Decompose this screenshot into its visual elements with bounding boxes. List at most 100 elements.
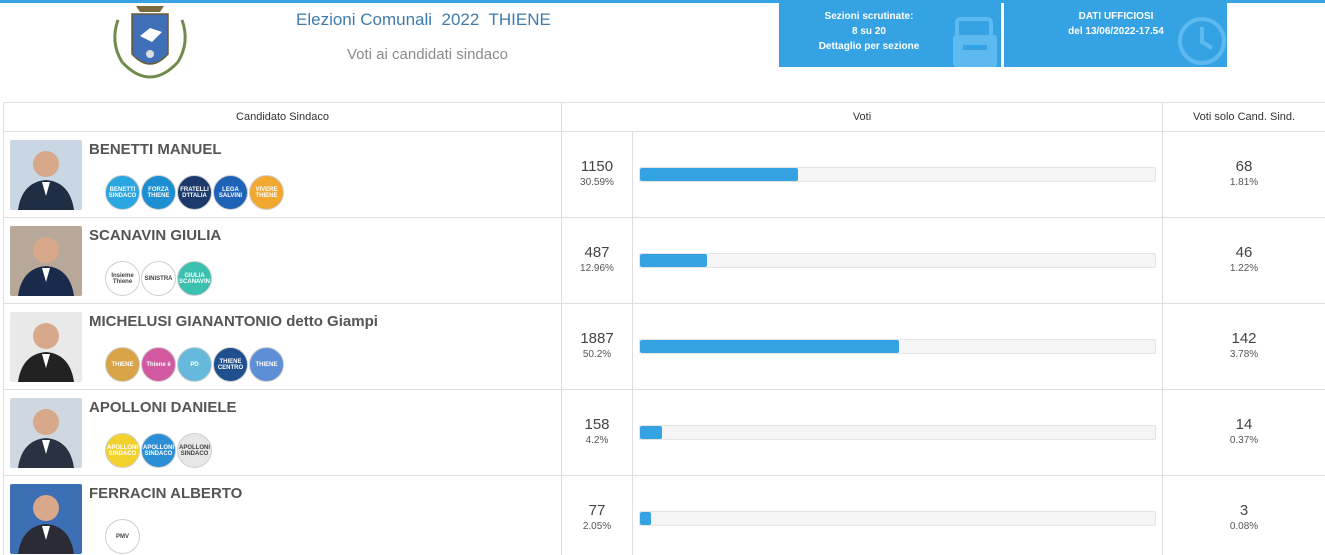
solo-votes-percent: 3.78%	[1229, 349, 1259, 360]
party-logos: THIENE Thiene è PD THIENE CENTRO THIENE	[105, 347, 284, 382]
solo-votes-count: 142	[1231, 330, 1257, 347]
candidate-name[interactable]: APOLLONI DANIELE	[89, 399, 237, 416]
party-logo-icon: FORZA THIENE	[141, 175, 176, 210]
dati-label: DATI UFFICIOSI	[1078, 11, 1154, 22]
dati-ufficiosi-box: DATI UFFICIOSI del 13/06/2022-17.54	[1004, 3, 1227, 67]
table-header-row: Candidato Sindaco Voti Voti solo Cand. S…	[3, 102, 1325, 132]
sezioni-value: 8 su 20	[852, 26, 886, 37]
votes-count: 1887	[580, 330, 614, 347]
solo-votes-percent: 1.22%	[1229, 263, 1259, 274]
votes-count: 77	[588, 502, 606, 519]
solo-votes-count: 46	[1235, 244, 1253, 261]
votes-count: 158	[584, 416, 610, 433]
solo-votes-percent: 0.08%	[1229, 521, 1259, 532]
header-voti: Voti	[560, 102, 1164, 132]
votes-progress-bar	[639, 511, 1156, 526]
table-row[interactable]: MICHELUSI GIANANTONIO detto Giampi THIEN…	[3, 303, 1325, 390]
candidate-photo	[10, 398, 82, 468]
party-logo-icon: Thiene è	[141, 347, 176, 382]
votes-bar-cell	[631, 475, 1164, 555]
party-logo-icon: APOLLONI SINDACO	[177, 433, 212, 468]
sezioni-detail-link[interactable]: Dettaglio per sezione	[818, 41, 920, 52]
party-logo-icon: Insieme Thiene	[105, 261, 140, 296]
candidate-cell: APOLLONI DANIELE APOLLONI SINDACO APOLLON…	[3, 389, 562, 476]
party-logo-icon: LEGA SALVINI	[213, 175, 248, 210]
solo-votes-count: 14	[1235, 416, 1253, 433]
clock-icon	[1178, 17, 1226, 65]
votes-count: 487	[584, 244, 610, 261]
solo-votes-percent: 1.81%	[1229, 177, 1259, 188]
header-candidato: Candidato Sindaco	[3, 102, 562, 132]
party-logo-icon: FRATELLI D'ITALIA	[177, 175, 212, 210]
votes-cell: 77 2.05%	[561, 475, 633, 555]
party-logo-icon: GIULIA SCANAVIN	[177, 261, 212, 296]
votes-progress-fill	[640, 512, 651, 525]
table-row[interactable]: BENETTI MANUEL BENETTI SINDACO FORZA THIE…	[3, 131, 1325, 218]
votes-cell: 1887 50.2%	[561, 303, 633, 390]
solo-votes-cell: 68 1.81%	[1162, 131, 1325, 218]
candidate-photo	[10, 312, 82, 382]
votes-progress-fill	[640, 168, 798, 181]
candidate-cell: BENETTI MANUEL BENETTI SINDACO FORZA THIE…	[3, 131, 562, 218]
solo-votes-cell: 3 0.08%	[1162, 475, 1325, 555]
solo-votes-count: 68	[1235, 158, 1253, 175]
candidate-name[interactable]: FERRACIN ALBERTO	[89, 485, 243, 502]
page-title: Elezioni Comunali 2022 THIENE	[296, 10, 551, 29]
party-logo-icon: PD	[177, 347, 212, 382]
votes-cell: 487 12.96%	[561, 217, 633, 304]
candidate-name[interactable]: MICHELUSI GIANANTONIO detto Giampi	[89, 313, 378, 330]
header-voti-solo: Voti solo Cand. Sind.	[1162, 102, 1325, 132]
votes-progress-bar	[639, 425, 1156, 440]
party-logos: BENETTI SINDACO FORZA THIENE FRATELLI D'IT…	[105, 175, 284, 210]
solo-votes-cell: 14 0.37%	[1162, 389, 1325, 476]
party-logo-icon: PMV	[105, 519, 140, 554]
votes-count: 1150	[580, 158, 614, 175]
votes-progress-bar	[639, 253, 1156, 268]
table-row[interactable]: SCANAVIN GIULIA Insieme Thiene SINISTRA GI…	[3, 217, 1325, 304]
candidate-photo	[10, 226, 82, 296]
candidate-cell: SCANAVIN GIULIA Insieme Thiene SINISTRA GI…	[3, 217, 562, 304]
votes-progress-fill	[640, 340, 899, 353]
votes-bar-cell	[631, 131, 1164, 218]
ballot-box-icon	[953, 17, 997, 67]
votes-bar-cell	[631, 389, 1164, 476]
candidate-cell: FERRACIN ALBERTO PMV	[3, 475, 562, 555]
votes-cell: 1150 30.59%	[561, 131, 633, 218]
city-emblem-logo	[113, 6, 187, 79]
page-subtitle: Voti ai candidati sindaco	[347, 46, 508, 63]
solo-votes-percent: 0.37%	[1229, 435, 1259, 446]
party-logos: APOLLONI SINDACO APOLLONI SINDACO APOLLONI…	[105, 433, 212, 468]
party-logo-icon: BENETTI SINDACO	[105, 175, 140, 210]
solo-votes-cell: 46 1.22%	[1162, 217, 1325, 304]
votes-percent: 4.2%	[585, 435, 609, 446]
votes-percent: 2.05%	[582, 521, 612, 532]
party-logo-icon: SINISTRA	[141, 261, 176, 296]
sezioni-label: Sezioni scrutinate:	[824, 11, 914, 22]
votes-percent: 30.59%	[580, 177, 614, 188]
votes-percent: 50.2%	[582, 349, 612, 360]
votes-cell: 158 4.2%	[561, 389, 633, 476]
dati-timestamp: del 13/06/2022-17.54	[1068, 26, 1164, 37]
candidate-name[interactable]: SCANAVIN GIULIA	[89, 227, 222, 244]
sezioni-info-box[interactable]: Sezioni scrutinate: 8 su 20 Dettaglio pe…	[779, 3, 1001, 67]
party-logo-icon: THIENE	[249, 347, 284, 382]
votes-progress-fill	[640, 426, 662, 439]
party-logos: PMV	[105, 519, 140, 554]
table-row[interactable]: FERRACIN ALBERTO PMV 77 2.05% 3 0.08%	[3, 475, 1325, 555]
solo-votes-count: 3	[1239, 502, 1249, 519]
party-logo-icon: THIENE CENTRO	[213, 347, 248, 382]
candidate-photo	[10, 484, 82, 554]
votes-bar-cell	[631, 217, 1164, 304]
votes-progress-fill	[640, 254, 707, 267]
votes-bar-cell	[631, 303, 1164, 390]
candidate-cell: MICHELUSI GIANANTONIO detto Giampi THIEN…	[3, 303, 562, 390]
party-logo-icon: THIENE	[105, 347, 140, 382]
table-row[interactable]: APOLLONI DANIELE APOLLONI SINDACO APOLLON…	[3, 389, 1325, 476]
solo-votes-cell: 142 3.78%	[1162, 303, 1325, 390]
candidate-photo	[10, 140, 82, 210]
votes-percent: 12.96%	[580, 263, 614, 274]
candidate-name[interactable]: BENETTI MANUEL	[89, 141, 222, 158]
votes-progress-bar	[639, 339, 1156, 354]
top-accent-line	[0, 0, 1325, 3]
results-table: Candidato Sindaco Voti Voti solo Cand. S…	[3, 102, 1325, 555]
